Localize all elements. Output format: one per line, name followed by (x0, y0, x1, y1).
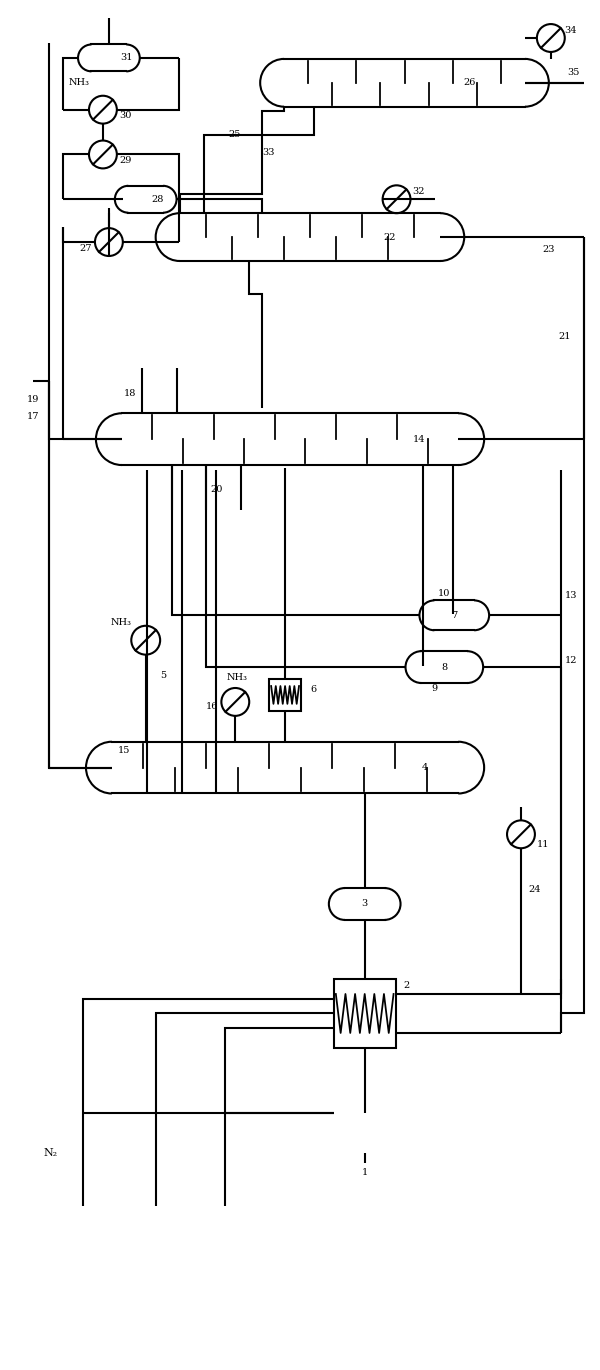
Text: 12: 12 (565, 656, 577, 664)
Text: N₂: N₂ (43, 1148, 58, 1158)
Text: NH₃: NH₃ (227, 673, 248, 681)
Text: 8: 8 (441, 663, 448, 671)
Text: 18: 18 (124, 389, 136, 397)
Text: 15: 15 (118, 747, 130, 755)
Text: 17: 17 (27, 412, 39, 421)
Text: 32: 32 (412, 186, 425, 196)
Text: 28: 28 (151, 195, 164, 204)
Text: 3: 3 (362, 900, 368, 908)
Text: 1: 1 (362, 1169, 368, 1177)
Text: 6: 6 (310, 685, 316, 695)
Text: 19: 19 (27, 395, 39, 404)
Bar (269, 680, 301, 711)
Text: 27: 27 (80, 244, 92, 252)
Text: 30: 30 (119, 111, 132, 121)
Text: 5: 5 (161, 670, 167, 680)
Text: 7: 7 (451, 611, 457, 619)
Text: 23: 23 (542, 244, 555, 253)
Bar (334, 978, 395, 1048)
Text: 11: 11 (536, 840, 549, 849)
Text: 33: 33 (262, 148, 275, 158)
Text: 2: 2 (403, 981, 410, 991)
Text: 31: 31 (121, 53, 133, 63)
Text: 13: 13 (565, 590, 577, 600)
Text: 4: 4 (421, 763, 428, 773)
Text: 29: 29 (119, 156, 132, 164)
Text: NH₃: NH₃ (69, 78, 90, 88)
Text: 16: 16 (206, 703, 218, 711)
Text: 35: 35 (568, 68, 580, 77)
Text: NH₃: NH₃ (111, 618, 132, 627)
Text: 22: 22 (383, 233, 396, 241)
Text: 34: 34 (565, 26, 577, 34)
Text: 10: 10 (438, 589, 451, 597)
Text: 26: 26 (463, 78, 475, 88)
Text: 24: 24 (529, 885, 541, 893)
Text: 20: 20 (210, 485, 223, 495)
Text: 9: 9 (431, 685, 437, 693)
Text: 25: 25 (228, 130, 241, 140)
Text: 21: 21 (558, 332, 571, 341)
Text: 14: 14 (413, 434, 425, 444)
